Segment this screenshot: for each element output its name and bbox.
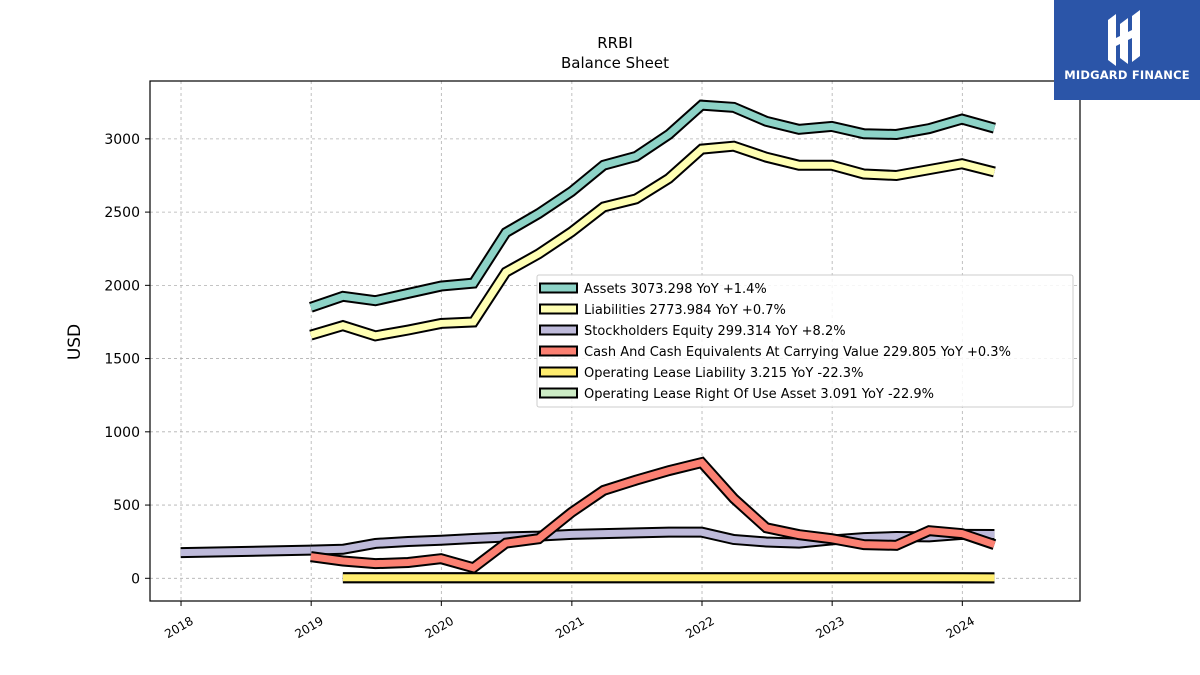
y-tick-label: 0 xyxy=(131,571,140,587)
plot-frame xyxy=(149,80,1081,602)
series-liabilities-line xyxy=(309,142,996,340)
legend-label: Liabilities 2773.984 YoY +0.7% xyxy=(584,303,786,318)
series-stockholders-equity-early xyxy=(180,544,311,559)
series-cash-and-cash-equivalents-at-carrying-value-line xyxy=(310,458,996,572)
brand-name: MIDGARD FINANCE xyxy=(1064,68,1190,82)
x-tick-label: 2021 xyxy=(553,614,586,641)
legend-swatch xyxy=(539,387,578,399)
series-stockholders-equity-early-line xyxy=(180,546,311,557)
legend: Assets 3073.298 YoY +1.4% Liabilities 277… xyxy=(536,274,1074,408)
y-tick-label: 1500 xyxy=(104,352,140,368)
y-tick-label: 2000 xyxy=(104,278,140,294)
legend-label: Cash And Cash Equivalents At Carrying Va… xyxy=(584,345,1011,360)
chart-title: RRBI xyxy=(597,34,633,52)
x-tick-label: 2023 xyxy=(813,614,846,641)
legend-swatch xyxy=(539,366,578,378)
legend-label: Operating Lease Liability 3.215 YoY -22.… xyxy=(584,366,863,381)
series-assets-line xyxy=(309,101,996,311)
legend-box xyxy=(536,274,1074,408)
x-tick-label: 2024 xyxy=(944,614,977,641)
series-assets xyxy=(309,99,996,313)
x-tick-label: 2020 xyxy=(423,614,456,641)
legend-label: Assets 3073.298 YoY +1.4% xyxy=(584,282,767,297)
chart-subtitle: Balance Sheet xyxy=(561,54,669,72)
legend-swatch xyxy=(539,282,578,294)
legend-label: Stockholders Equity 299.314 YoY +8.2% xyxy=(584,324,846,339)
brand-mark-icon xyxy=(1108,10,1140,66)
y-tick-label: 2500 xyxy=(104,205,140,221)
brand-logo: MIDGARD FINANCE xyxy=(1054,0,1200,100)
x-tick-label: 2019 xyxy=(292,614,325,641)
series-cash-and-cash-equivalents-at-carrying-value xyxy=(310,456,997,574)
x-tick-label: 2018 xyxy=(162,614,195,641)
legend-label: Operating Lease Right Of Use Asset 3.091… xyxy=(584,387,934,402)
y-tick-label: 500 xyxy=(113,498,140,514)
series-liabilities xyxy=(309,140,996,342)
legend-swatch xyxy=(539,345,578,357)
legend-swatch xyxy=(539,324,578,336)
series-stockholders-equity xyxy=(310,526,995,556)
y-tick-label: 3000 xyxy=(104,132,140,148)
series-stockholders-equity-line xyxy=(310,528,995,554)
y-axis-label: USD xyxy=(65,324,85,360)
y-tick-label: 1000 xyxy=(104,425,140,441)
legend-swatch xyxy=(539,303,578,315)
x-tick-label: 2022 xyxy=(683,614,716,641)
